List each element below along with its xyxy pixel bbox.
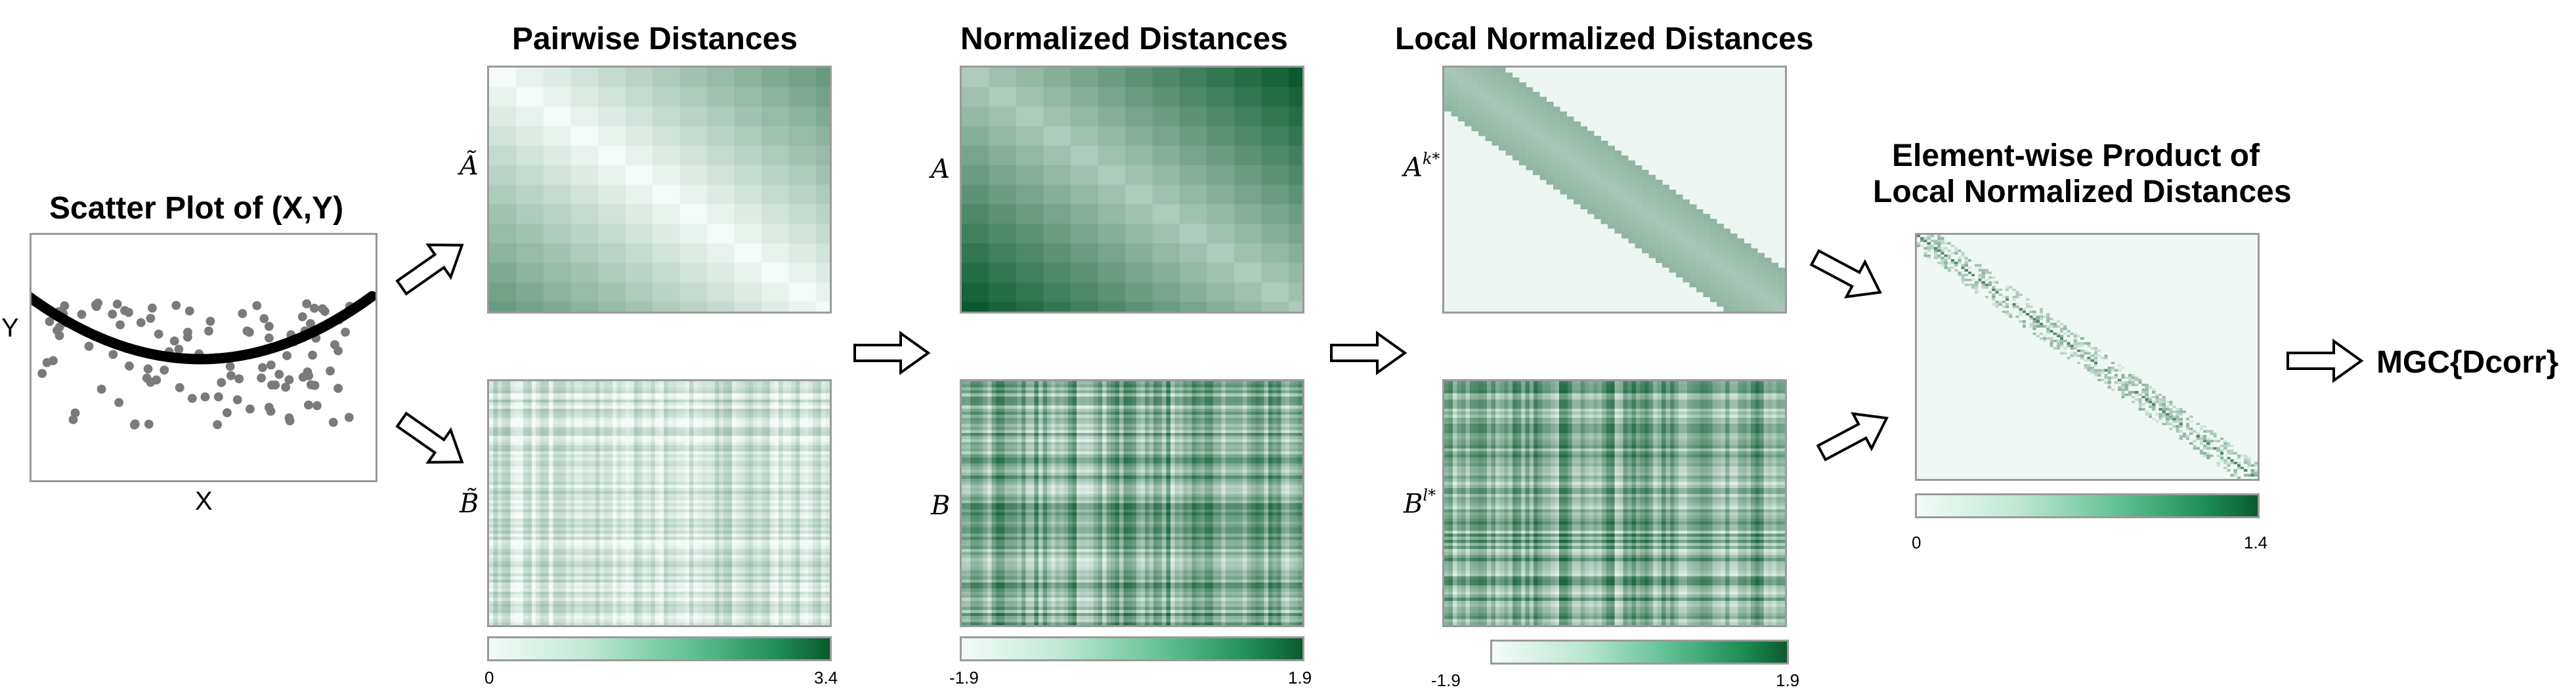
arrow-icon-product-to-result — [2286, 340, 2363, 382]
local-b-label: Bl* — [1404, 486, 1436, 519]
product-colorbar — [1915, 493, 2260, 518]
normalized-b-label: B — [931, 491, 950, 521]
normalized-a-heatmap — [960, 66, 1304, 314]
pairwise-colorbar — [487, 636, 832, 661]
normalized-title: Normalized Distances — [960, 21, 1288, 57]
pairwise-a-label: Ã — [460, 151, 479, 181]
local-b-label-base: B — [1404, 489, 1423, 519]
arrow-icon-pairwise-to-normalized — [853, 332, 930, 374]
arrow-icon-local-a-to-product — [1806, 241, 1889, 310]
normalized-cbar-min: -1.9 — [949, 668, 979, 688]
local-b-heatmap — [1442, 379, 1787, 627]
scatter-plot — [30, 233, 377, 482]
local-b-label-sup: l* — [1423, 486, 1436, 504]
local-a-label-sup: k* — [1423, 150, 1440, 168]
scatter-title: Scatter Plot of (X,Y) — [49, 190, 343, 226]
arrow-icon-normalized-to-local — [1330, 332, 1406, 374]
local-title: Local Normalized Distances — [1395, 21, 1814, 57]
scatter-y-label: Y — [1, 314, 19, 343]
scatter-x-label: X — [195, 487, 213, 516]
local-cbar-max: 1.9 — [1776, 670, 1799, 691]
normalized-b-heatmap — [960, 379, 1304, 627]
normalized-cbar-max: 1.9 — [1288, 668, 1312, 688]
local-cbar-min: -1.9 — [1431, 670, 1461, 691]
product-cbar-max: 1.4 — [2244, 533, 2267, 553]
arrow-icon-local-b-to-product — [1813, 401, 1896, 470]
pairwise-cbar-max: 3.4 — [814, 668, 838, 688]
local-a-heatmap — [1442, 66, 1787, 314]
result-label: MGC{Dcorr} — [2376, 344, 2558, 380]
pairwise-title: Pairwise Distances — [512, 21, 798, 57]
normalized-a-label: A — [931, 154, 950, 184]
local-a-label: Ak* — [1404, 150, 1440, 182]
pairwise-cbar-min: 0 — [484, 668, 494, 688]
product-heatmap — [1915, 233, 2260, 481]
pairwise-b-heatmap — [487, 379, 832, 627]
local-a-label-base: A — [1404, 152, 1423, 182]
scatter-canvas — [32, 291, 376, 430]
arrow-icon-scatter-to-a — [389, 228, 475, 305]
product-cbar-min: 0 — [1912, 533, 1921, 553]
pairwise-a-heatmap — [487, 66, 832, 314]
pairwise-b-label: B̃ — [460, 489, 479, 519]
product-title-line1: Element-wise Product of — [1892, 138, 2260, 174]
arrow-icon-scatter-to-b — [389, 402, 475, 480]
product-title-line2: Local Normalized Distances — [1873, 174, 2292, 210]
local-colorbar — [1490, 640, 1789, 665]
normalized-colorbar — [960, 636, 1304, 661]
